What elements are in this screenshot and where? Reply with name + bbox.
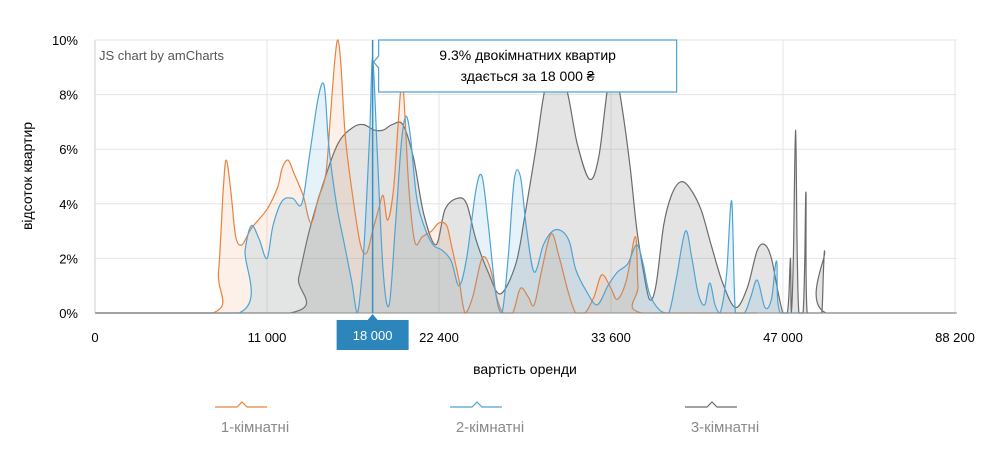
y-tick-label: 8%	[59, 88, 78, 103]
legend-marker	[215, 401, 267, 408]
tooltip: 9.3% двокімнатних квартир здається за 18 …	[372, 39, 678, 93]
legend: 1-кімнатні 2-кімнатні 3-кімнатні	[215, 401, 759, 436]
x-tick-label: 88 200	[935, 330, 975, 345]
legend-label: 2-кімнатні	[456, 419, 524, 436]
amcharts-credit[interactable]: JS chart by amCharts	[99, 48, 224, 63]
x-tick-label: 0	[91, 330, 98, 345]
series-line[interactable]	[95, 39, 758, 314]
tooltip-box	[372, 39, 678, 93]
legend-label: 1-кімнатні	[221, 419, 289, 436]
legend-marker	[685, 401, 737, 408]
legend-item-3[interactable]: 3-кімнатні	[685, 401, 759, 436]
y-tick-label: 0%	[59, 306, 78, 321]
cursor: 18 000 9.3% двокімнатних квартир здається …	[336, 39, 678, 350]
series-3[interactable]	[95, 68, 955, 314]
axes: 0% 2% 4% 6% 8% 10% 0 11 000 22 400 33 600 47 000 88…	[52, 33, 975, 345]
series-areas[interactable]	[95, 39, 955, 314]
cursor-x-label-arrow	[367, 314, 378, 320]
y-tick-label: 4%	[59, 197, 78, 212]
y-tick-label: 6%	[59, 142, 78, 157]
series-line[interactable]	[95, 68, 955, 314]
cursor-x-label: 18 000	[353, 328, 393, 343]
tooltip-line-1: 9.3% двокімнатних квартир	[439, 47, 616, 63]
series-line[interactable]	[95, 58, 808, 314]
y-tick-label: 10%	[52, 33, 78, 48]
series-area-fill	[95, 59, 808, 313]
legend-marker	[450, 401, 502, 408]
legend-item-2[interactable]: 2-кімнатні	[450, 401, 524, 436]
x-tick-label: 22 400	[419, 330, 459, 345]
y-axis-title: відсоток квартир	[19, 122, 35, 230]
series-2[interactable]	[95, 58, 808, 314]
y-tick-label: 2%	[59, 251, 78, 266]
cursor-x-label-box	[336, 320, 409, 350]
x-tick-label: 33 600	[591, 330, 631, 345]
series-area-fill	[95, 68, 955, 314]
tooltip-line-2: здається за 18 000 ₴	[461, 68, 595, 84]
x-axis-title: вартість оренди	[473, 361, 577, 377]
legend-item-1[interactable]: 1-кімнатні	[215, 401, 289, 436]
legend-label: 3-кімнатні	[691, 419, 759, 436]
x-tick-label: 11 000	[248, 330, 287, 345]
x-tick-label: 47 000	[763, 330, 803, 345]
